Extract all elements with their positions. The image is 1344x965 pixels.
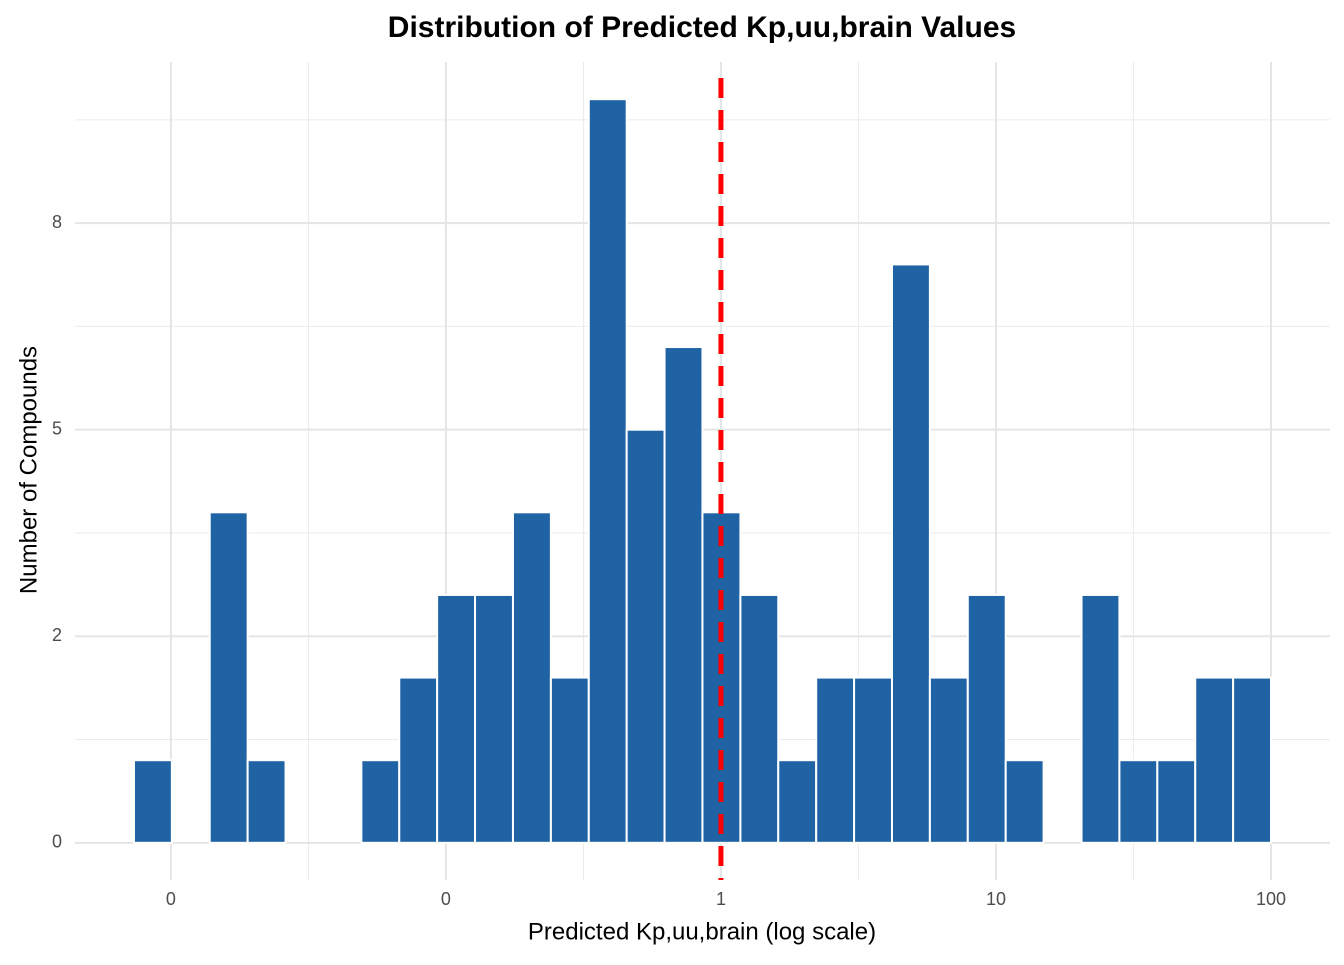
bar — [1232, 676, 1272, 844]
bar — [739, 593, 780, 844]
bar — [1080, 593, 1121, 844]
bar — [890, 263, 931, 844]
bar — [1194, 676, 1235, 844]
bar — [549, 676, 590, 844]
bar — [246, 759, 287, 844]
x-tick-label: 0 — [441, 889, 451, 909]
x-tick-label: 1 — [716, 889, 726, 909]
bar — [663, 346, 704, 844]
x-tick-label: 10 — [986, 889, 1006, 909]
x-axis-title: Predicted Kp,uu,brain (log scale) — [528, 918, 876, 945]
bar — [1156, 759, 1197, 844]
bar — [777, 759, 818, 844]
y-tick-label: 0 — [52, 832, 62, 852]
bar — [928, 676, 969, 844]
y-tick-label: 8 — [52, 212, 62, 232]
x-tick-label: 0 — [166, 889, 176, 909]
bar — [625, 428, 666, 844]
x-tick-label: 100 — [1256, 889, 1286, 909]
bar — [966, 593, 1007, 844]
bar — [474, 593, 514, 844]
chart-title: Distribution of Predicted Kp,uu,brain Va… — [388, 11, 1016, 44]
bar — [511, 511, 552, 844]
y-tick-label: 2 — [52, 625, 62, 645]
bar — [132, 759, 173, 844]
bar — [436, 593, 477, 844]
bar — [1118, 759, 1159, 844]
bar — [853, 676, 893, 844]
bar — [815, 676, 856, 844]
bar — [398, 676, 439, 844]
bar — [587, 98, 628, 844]
bar — [360, 759, 401, 844]
bar — [208, 511, 249, 844]
y-tick-label: 5 — [52, 418, 62, 438]
y-axis-title: Number of Compounds — [15, 346, 42, 594]
bar — [1004, 759, 1045, 844]
